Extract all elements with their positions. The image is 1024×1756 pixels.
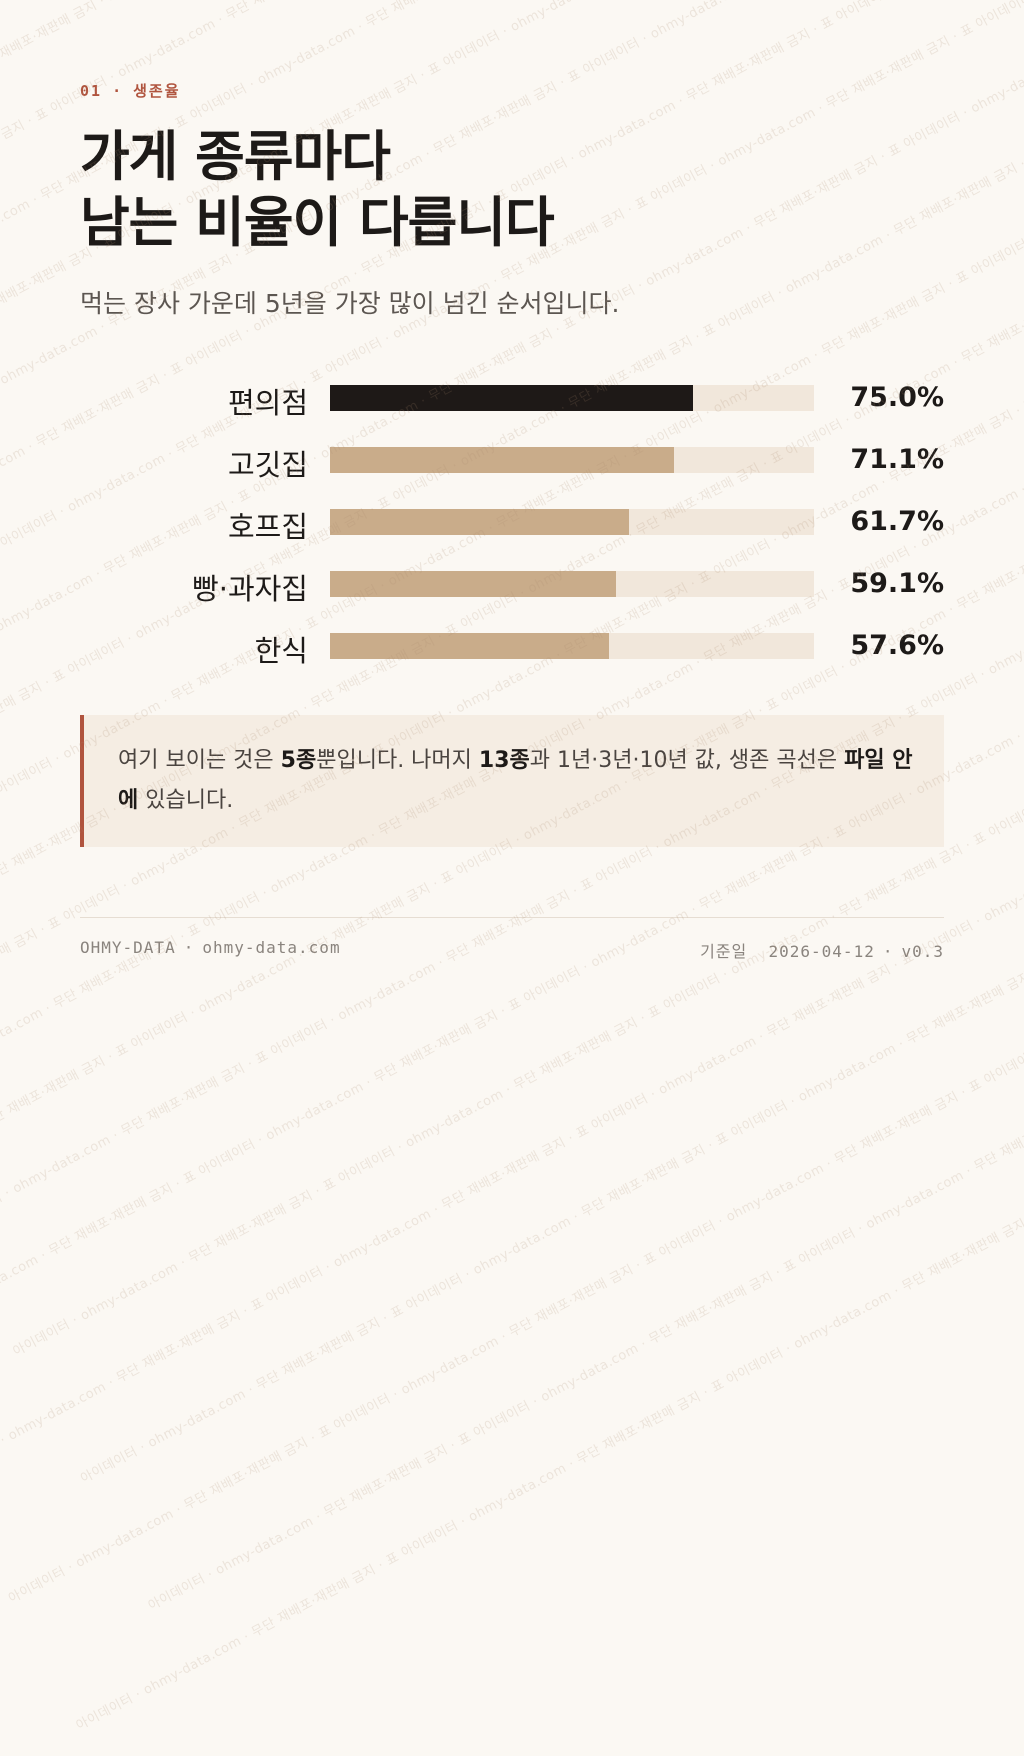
footer-site-link[interactable]: ohmy-data.com	[202, 938, 341, 957]
watermark-row: 아이데이터 · ohmy-data.com · 무단 재배포·재판매 금지 · …	[0, 177, 1024, 1225]
category-label: 호프집	[227, 510, 308, 544]
bar-track	[330, 385, 814, 411]
note-text-2: 뿐입니다. 나머지	[316, 748, 479, 773]
subtitle: 먹는 장사 가운데 5년을 가장 많이 넘긴 순서입니다.	[80, 289, 620, 318]
title-line-1: 가게 종류마다	[80, 125, 391, 188]
footer-date: 2026-04-12	[768, 942, 875, 961]
category-label: 한식	[254, 634, 308, 668]
title-line-2: 남는 비율이 다릅니다	[80, 191, 555, 254]
bar-row: 빵·과자집 59.1%	[0, 554, 1024, 616]
category-label: 고깃집	[227, 448, 308, 482]
note-text-4: 있습니다.	[138, 788, 234, 813]
footer-version: v0.3	[901, 942, 944, 961]
footer-meta-block: 기준일 2026-04-12 · v0.3	[700, 938, 944, 962]
bar-row: 한식 57.6%	[0, 616, 1024, 678]
watermark-row: 아이데이터 · ohmy-data.com · 무단 재배포·재판매 금지 · …	[0, 184, 1024, 1233]
value-label: 59.1%	[850, 568, 944, 599]
bar-track	[330, 509, 814, 535]
bar	[330, 571, 617, 597]
category-label: 빵·과자집	[192, 572, 308, 606]
bar	[330, 385, 693, 411]
note-text-3: 과 1년·3년·10년 값, 생존 곡선은	[529, 748, 845, 773]
footer-date-label: 기준일	[700, 942, 748, 961]
section-name: 생존율	[133, 82, 181, 100]
bar-track	[330, 571, 814, 597]
value-label: 57.6%	[850, 630, 944, 661]
section-separator: ·	[112, 82, 124, 100]
footer-brand: OHMY-DATA	[80, 938, 176, 957]
section-kicker: 01 · 생존율	[80, 80, 181, 101]
bar	[330, 633, 609, 659]
note-bold-1: 5종	[280, 748, 317, 773]
value-label: 61.7%	[850, 506, 944, 537]
value-label: 75.0%	[850, 382, 944, 413]
bar-row: 편의점 75.0%	[0, 368, 1024, 430]
note-bold-3: 파일 안에	[118, 748, 913, 813]
note-box: 여기 보이는 것은 5종뿐입니다. 나머지 13종과 1년·3년·10년 값, …	[80, 715, 944, 847]
bar-track	[330, 447, 814, 473]
footer-separator: ·	[183, 938, 195, 957]
value-label: 71.1%	[850, 444, 944, 475]
bar	[330, 509, 629, 535]
page-title: 가게 종류마다 남는 비율이 다릅니다	[80, 124, 555, 256]
watermark-row: 아이데이터 · ohmy-data.com · 무단 재배포·재판매 금지 · …	[6, 558, 1024, 1607]
footer-brand-block: OHMY-DATA · ohmy-data.com	[80, 938, 341, 957]
section-number: 01	[80, 82, 103, 100]
note-text-1: 여기 보이는 것은	[118, 748, 281, 773]
footer-divider	[80, 917, 944, 918]
note-bold-2: 13종	[478, 748, 530, 773]
category-label: 편의점	[227, 386, 308, 420]
bar-chart: 편의점 75.0% 고깃집 71.1% 호프집 61.7% 빵·과자집 59.1% 한식 57.6…	[0, 368, 1024, 688]
bar	[330, 447, 675, 473]
bar-row: 고깃집 71.1%	[0, 430, 1024, 492]
bar-track	[330, 633, 814, 659]
footer-separator-2: ·	[882, 942, 894, 961]
bar-row: 호프집 61.7%	[0, 492, 1024, 554]
